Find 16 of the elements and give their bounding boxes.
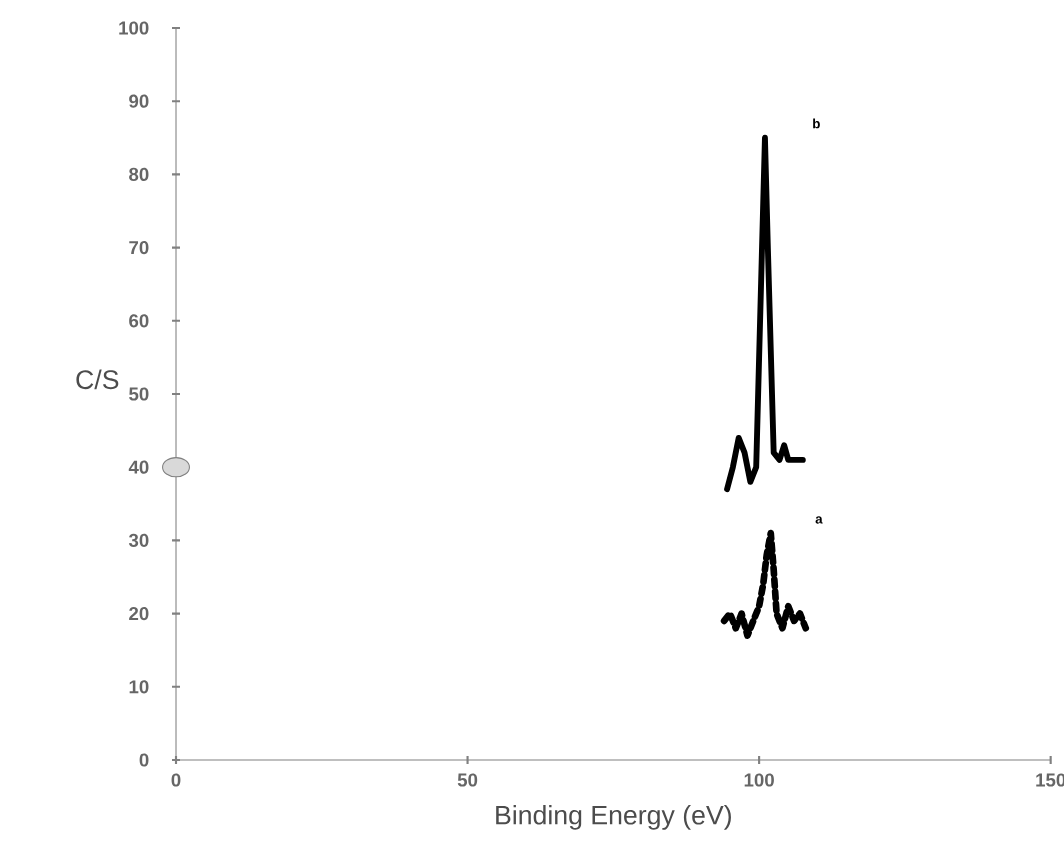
y-tick-label: 80 <box>129 167 149 181</box>
y-tick-label: 0 <box>139 753 149 767</box>
y-tick-label: 30 <box>128 533 149 547</box>
y-tick-label: 70 <box>129 240 149 254</box>
y-tick-label: 50 <box>129 387 149 401</box>
x-tick-label: 50 <box>457 773 478 787</box>
x-axis-title: Binding Energy (eV) <box>496 804 731 830</box>
x-tick-label: 0 <box>171 773 181 787</box>
y-axis-title: C/S <box>76 369 119 389</box>
y-tick-label: 60 <box>129 313 149 328</box>
y-tick-label: 100 <box>119 21 149 35</box>
y-tick-label: 40 <box>128 460 149 474</box>
x-tick-label: 100 <box>744 773 774 787</box>
y-tick-label: 90 <box>129 94 149 108</box>
y-tick-label: 10 <box>129 679 149 694</box>
y-tick-label: 20 <box>129 606 149 620</box>
